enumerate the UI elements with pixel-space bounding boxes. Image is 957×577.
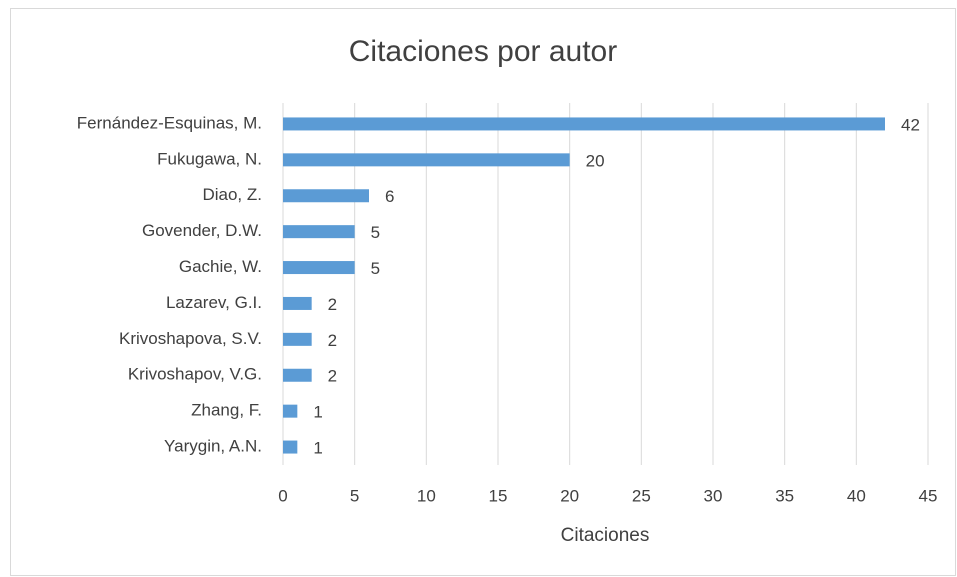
x-axis-title: Citaciones xyxy=(561,525,650,546)
bar xyxy=(283,153,570,167)
x-tick-label: 15 xyxy=(489,486,508,505)
data-label: 6 xyxy=(385,187,394,206)
chart-title: Citaciones por autor xyxy=(349,35,617,68)
y-tick-label: Lazarev, G.I. xyxy=(166,293,262,312)
data-label: 1 xyxy=(313,439,322,458)
data-label: 20 xyxy=(586,151,605,170)
y-tick-label: Krivoshapova, S.V. xyxy=(119,329,262,348)
y-tick-label: Fernández-Esquinas, M. xyxy=(77,113,262,132)
bar xyxy=(283,225,355,239)
data-label: 5 xyxy=(371,223,380,242)
x-tick-label: 30 xyxy=(704,486,723,505)
bar xyxy=(283,189,369,203)
bar xyxy=(283,296,312,310)
y-tick-label: Govender, D.W. xyxy=(142,221,262,240)
y-tick-label: Zhang, F. xyxy=(191,401,262,420)
x-tick-label: 20 xyxy=(560,486,579,505)
y-tick-label: Gachie, W. xyxy=(179,257,262,276)
x-tick-label: 45 xyxy=(919,486,938,505)
y-tick-label: Krivoshapov, V.G. xyxy=(128,365,262,384)
x-tick-label: 35 xyxy=(775,486,794,505)
bar xyxy=(283,440,298,454)
data-label: 42 xyxy=(901,115,920,134)
bar xyxy=(283,261,355,275)
x-tick-label: 5 xyxy=(350,486,359,505)
bar xyxy=(283,368,312,382)
bar xyxy=(283,332,312,346)
x-tick-label: 40 xyxy=(847,486,866,505)
data-label: 2 xyxy=(328,367,337,386)
data-label: 2 xyxy=(328,331,337,350)
x-tick-label: 10 xyxy=(417,486,436,505)
data-label: 5 xyxy=(371,259,380,278)
bar xyxy=(283,404,298,418)
data-label: 2 xyxy=(328,295,337,314)
data-label: 1 xyxy=(313,403,322,422)
bar xyxy=(283,117,885,131)
x-tick-label: 25 xyxy=(632,486,651,505)
chart-border xyxy=(10,8,956,576)
y-tick-label: Fukugawa, N. xyxy=(157,149,262,168)
y-tick-label: Diao, Z. xyxy=(202,185,262,204)
x-tick-label: 0 xyxy=(278,486,287,505)
y-tick-label: Yarygin, A.N. xyxy=(164,437,262,456)
